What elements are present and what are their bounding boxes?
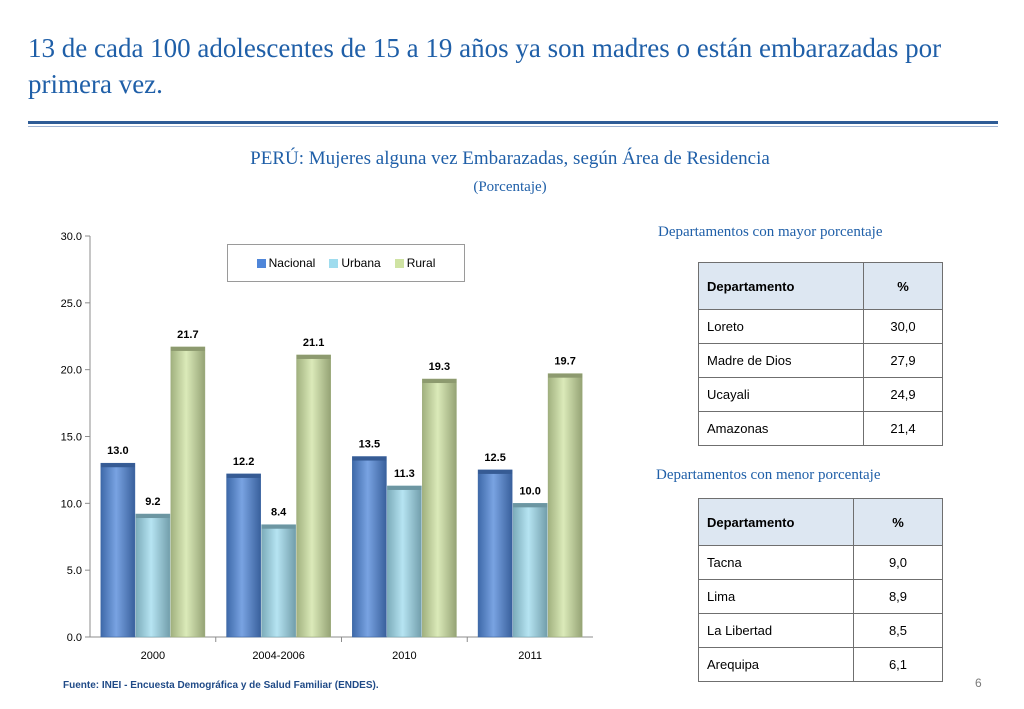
bar-rural-2004-2006 xyxy=(296,354,331,638)
bar-urbana-2000 xyxy=(135,513,171,638)
dept-name: La Libertad xyxy=(698,613,854,648)
source-note: Fuente: INEI - Encuesta Demográfica y de… xyxy=(63,680,379,691)
legend-label-nacional: Nacional xyxy=(268,256,316,270)
mayor-heading: Departamentos con mayor porcentaje xyxy=(658,224,883,240)
dept-pct: 30,0 xyxy=(863,309,943,344)
x-tick-label: 2004-2006 xyxy=(252,650,305,662)
bar-rural-2011 xyxy=(547,373,583,638)
dept-name: Amazonas xyxy=(698,411,864,446)
dept-pct: 8,5 xyxy=(853,613,943,648)
bar-urbana-2004-2006 xyxy=(261,524,296,638)
data-label: 10.0 xyxy=(519,485,540,497)
bar-cap xyxy=(548,373,583,378)
chart-title: PERÚ: Mujeres alguna vez Embarazadas, se… xyxy=(250,148,770,169)
y-tick-label: 0.0 xyxy=(67,632,82,644)
data-label: 19.7 xyxy=(554,356,575,368)
column-header-pct: % xyxy=(853,498,943,546)
data-label: 13.0 xyxy=(107,445,128,457)
y-tick-label: 10.0 xyxy=(61,498,82,510)
dept-pct: 21,4 xyxy=(863,411,943,446)
x-tick-label: 2000 xyxy=(141,650,165,662)
bar-cap xyxy=(296,354,331,359)
x-tick-label: 2011 xyxy=(518,650,542,662)
bar-cap xyxy=(170,346,205,351)
dept-pct: 9,0 xyxy=(853,545,943,580)
data-label: 21.7 xyxy=(177,329,198,341)
data-label: 11.3 xyxy=(394,468,415,480)
table-row: La Libertad 8,5 xyxy=(698,613,943,648)
dept-name: Tacna xyxy=(698,545,854,580)
bar-urbana-2011 xyxy=(512,503,548,638)
table-row: Lima 8,9 xyxy=(698,579,943,614)
table-header-row: Departamento % xyxy=(698,262,943,310)
dept-name: Ucayali xyxy=(698,377,864,412)
table-row: Amazonas 21,4 xyxy=(698,411,943,446)
chart-subtitle: (Porcentaje) xyxy=(473,179,547,195)
bar-cap xyxy=(478,469,513,474)
dept-name: Arequipa xyxy=(698,647,854,682)
data-label: 19.3 xyxy=(429,361,450,373)
legend-swatch-nacional xyxy=(256,258,266,268)
bar-rural-2000 xyxy=(170,346,206,638)
bar-nacional-2004-2006 xyxy=(226,473,261,638)
dept-pct: 6,1 xyxy=(853,647,943,682)
bar-cap xyxy=(135,514,170,519)
menor-heading: Departamentos con menor porcentaje xyxy=(656,467,881,483)
x-tick-label: 2010 xyxy=(392,650,416,662)
column-header-departamento: Departamento xyxy=(698,498,854,546)
column-header-departamento: Departamento xyxy=(698,262,864,310)
y-tick-label: 5.0 xyxy=(67,565,82,577)
table-row: Arequipa 6,1 xyxy=(698,647,943,682)
slide-title: 13 de cada 100 adolescentes de 15 a 19 a… xyxy=(28,33,942,99)
bar-chart: 0.0 5.0 10.0 15.0 20.0 25.0 30.0 2000 13.0 9.2 21.… xyxy=(61,231,593,662)
y-tick-label: 30.0 xyxy=(61,231,82,243)
table-row: Madre de Dios 27,9 xyxy=(698,343,943,378)
legend-swatch-urbana xyxy=(329,258,339,268)
legend-label-rural: Rural xyxy=(406,256,436,270)
dept-name: Madre de Dios xyxy=(698,343,864,378)
data-label: 12.2 xyxy=(233,456,254,468)
data-label: 8.4 xyxy=(271,507,287,519)
data-label: 9.2 xyxy=(145,496,160,508)
title-divider xyxy=(28,121,998,124)
bar-rural-2010 xyxy=(422,378,457,638)
bar-urbana-2010 xyxy=(387,485,422,638)
bar-cap xyxy=(100,463,135,468)
bar-cap xyxy=(261,524,296,529)
table-row: Ucayali 24,9 xyxy=(698,377,943,412)
bar-cap xyxy=(387,485,422,490)
bar-nacional-2011 xyxy=(477,469,513,638)
dept-pct: 27,9 xyxy=(863,343,943,378)
mayor-table: Departamento % Loreto 30,0 Madre de Dios 2… xyxy=(698,262,943,446)
y-tick-label: 15.0 xyxy=(61,432,82,444)
bar-nacional-2000 xyxy=(100,462,136,638)
legend-swatch-rural xyxy=(394,258,404,268)
data-label: 13.5 xyxy=(359,439,380,451)
y-tick-label: 20.0 xyxy=(61,365,82,377)
table-header-row: Departamento % xyxy=(698,498,943,546)
legend-label-urbana: Urbana xyxy=(341,256,381,270)
y-tick-label: 25.0 xyxy=(61,298,82,310)
menor-table: Departamento % Tacna 9,0 Lima 8,9 La Liber… xyxy=(698,498,943,682)
bar-nacional-2010 xyxy=(352,456,387,638)
legend-item-rural: Rural xyxy=(394,256,436,270)
dept-name: Lima xyxy=(698,579,854,614)
data-label: 12.5 xyxy=(484,452,505,464)
bar-cap xyxy=(226,473,261,478)
title-divider-thin xyxy=(28,126,998,127)
table-row: Loreto 30,0 xyxy=(698,309,943,344)
bar-cap xyxy=(513,503,548,508)
data-label: 21.1 xyxy=(303,337,324,349)
bar-cap xyxy=(352,456,387,461)
chart-legend: Nacional Urbana Rural xyxy=(227,244,465,282)
column-header-pct: % xyxy=(863,262,943,310)
page-number: 6 xyxy=(975,676,982,690)
dept-name: Loreto xyxy=(698,309,864,344)
dept-pct: 24,9 xyxy=(863,377,943,412)
legend-item-nacional: Nacional xyxy=(256,256,316,270)
table-row: Tacna 9,0 xyxy=(698,545,943,580)
dept-pct: 8,9 xyxy=(853,579,943,614)
bar-cap xyxy=(422,379,457,384)
legend-item-urbana: Urbana xyxy=(329,256,381,270)
